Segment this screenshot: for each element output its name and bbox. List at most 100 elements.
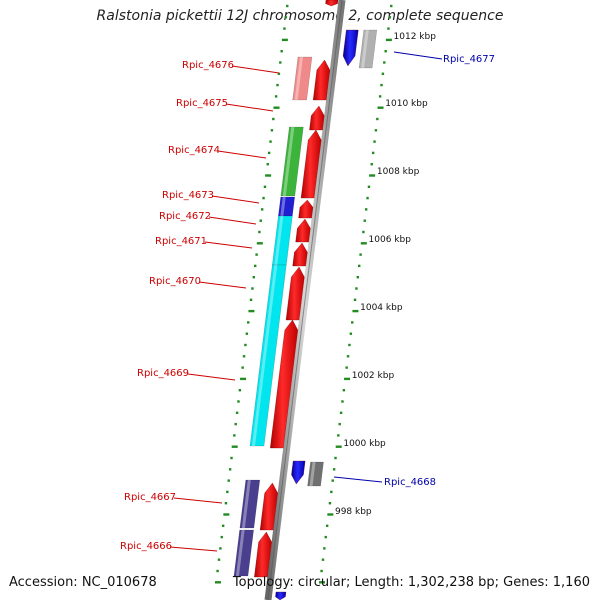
gene-label-rpic-4675: Rpic_4675 [176,98,228,109]
tick-mark [217,558,221,561]
tick-mark [373,140,376,143]
tick-mark [224,502,228,505]
tick-mark [214,581,221,584]
tick-mark [256,242,263,245]
tick-mark [252,276,256,279]
tick-mark [360,242,367,245]
gene-label-rpic-4670: Rpic_4670 [149,276,201,287]
scale-labels: 1012 kbp 1010 kbp 1008 kbp 1006 kbp 1004 kbp… [335,32,436,517]
tick-mark [383,61,386,64]
leader-line [198,281,247,289]
tick-mark [370,163,373,166]
scale-label: 998 kbp [335,507,372,517]
tick-mark [281,38,288,42]
tick-mark [221,524,225,527]
tick-mark [374,129,378,132]
gene-label-rpic-4676: Rpic_4676 [182,60,234,71]
cog-band-rpic-4668 [307,461,324,487]
leader-line [225,103,274,112]
tick-mark [355,287,358,290]
tick-mark [345,366,348,369]
tick-mark [364,208,368,211]
tick-mark [330,490,333,494]
tick-mark [245,332,249,335]
tick-mark [227,479,230,482]
tick-mark [269,140,272,143]
tick-mark [223,513,230,516]
tick-mark [332,468,336,471]
scale-label: 1000 kbp [343,439,386,449]
tick-mark [286,4,289,8]
cog-band-rpic-4676-highlight [294,57,303,100]
cog-band-rpic-4677-highlight [361,30,369,68]
gene-label-rpic-4669: Rpic_4669 [137,368,189,379]
tick-mark [346,355,350,358]
tick-mark [325,524,329,527]
cog-band-rpic-4670-4669 [249,264,287,447]
tick-mark [376,117,379,121]
tick-mark [348,343,351,347]
gene-label-rpic-4667: Rpic_4667 [124,492,176,503]
tick-mark [251,287,254,290]
cog-band-rpic-4672-4671-highlight [274,216,284,265]
leader-line [169,546,218,552]
tick-mark [247,321,250,324]
tick-mark [234,422,237,426]
gene-rpic-4676 [312,59,331,101]
tick-mark [327,513,334,516]
scale-label: 1010 kbp [385,99,428,109]
tick-mark [226,490,229,494]
gene-partial-top [325,0,339,7]
tick-mark [265,174,272,177]
tick-mark [335,445,342,448]
tick-mark [388,16,392,19]
tick-mark [237,400,240,403]
tick-mark [338,422,341,426]
tick-mark [371,151,375,155]
tick-mark [353,298,357,301]
tick-mark [255,253,258,256]
tick-mark [244,343,247,347]
gene-label-rpic-4673: Rpic_4673 [162,190,214,201]
tick-mark [352,309,359,313]
accession-label: Accession: NC_010678 [9,575,157,590]
tick-mark [284,16,288,19]
gene-label-rpic-4671: Rpic_4671 [155,236,207,247]
tick-mark [258,230,261,234]
tick-mark [262,196,265,200]
gene-rpic-4677 [342,29,359,67]
tick-marks-inner [214,4,289,584]
tick-mark [274,95,278,98]
gene-label-rpic-4668: Rpic_4668 [384,477,436,488]
gene-features [233,0,378,600]
tick-mark [380,83,383,87]
tick-mark [328,502,332,505]
cog-band-rpic-4670-4669-highlight [251,265,278,446]
tick-mark [342,389,346,392]
tick-mark [362,230,365,234]
map-title: Ralstonia pickettii 12J chromosome 2, co… [96,8,504,24]
tick-mark [363,219,366,222]
gene-rpic-4671 [292,242,308,267]
tick-mark [260,208,264,211]
cog-band-rpic-4677 [358,29,378,69]
tick-mark [390,4,393,8]
tick-mark [385,38,392,42]
tick-mark [276,83,279,87]
tick-mark [323,547,326,550]
tick-mark [254,264,257,268]
leader-line [173,497,223,504]
cog-band-rpic-4673-highlight [280,197,286,216]
tick-mark [324,535,327,539]
leader-line [204,241,253,249]
gene-rpic-4672 [295,218,311,243]
tick-mark [344,377,351,381]
tick-mark [259,219,262,222]
tick-mark [321,558,325,561]
scale-label: 1012 kbp [394,32,437,42]
tick-mark [263,185,267,188]
topology-label: Topology: circular; Length: 1,302,238 bp… [232,575,590,590]
cog-band-rpic-4676 [292,56,313,101]
tick-mark [220,535,223,539]
gene-partial-bottom [275,591,287,600]
